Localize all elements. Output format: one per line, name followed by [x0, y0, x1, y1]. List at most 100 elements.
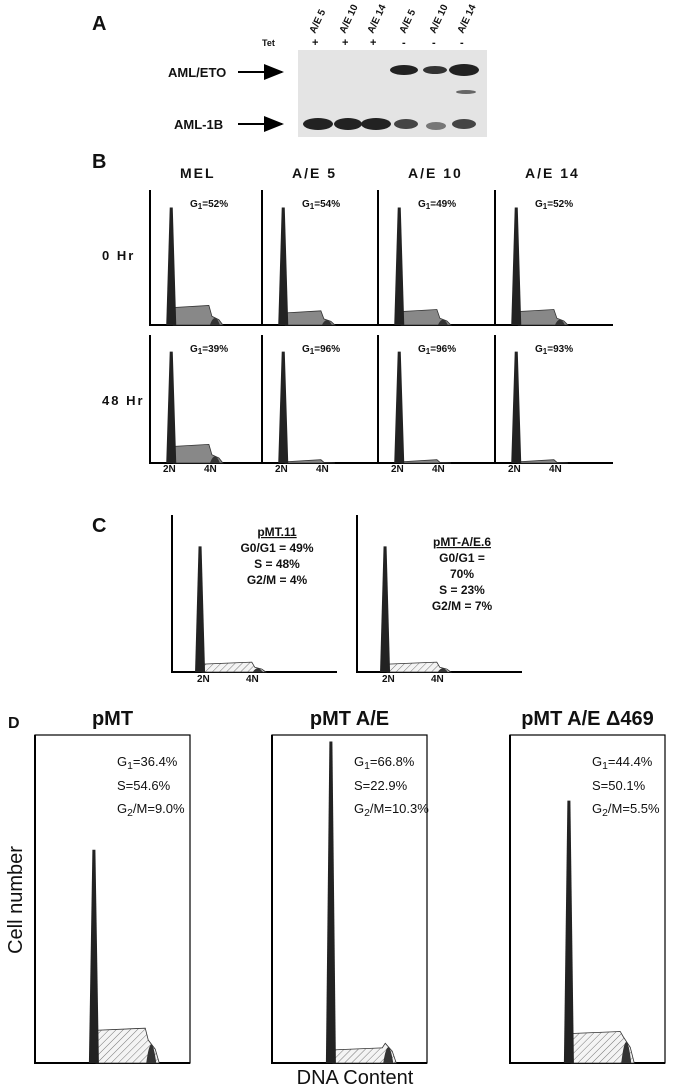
text-part: G [190, 199, 198, 210]
g1-label: G1=93% [535, 344, 573, 356]
text-part: /M=10.3% [370, 801, 429, 816]
x-marker: 4N [316, 464, 329, 475]
g2m-stat: G2/M=5.5% [592, 801, 660, 819]
plot-name: pMT-A/E.6 [433, 535, 491, 549]
g2-peak [437, 668, 448, 672]
text-part: G [302, 199, 310, 210]
stat-line: G2/M = 7% [432, 599, 493, 613]
x-marker: 2N [275, 464, 288, 475]
x-marker: 2N [163, 464, 176, 475]
text-part: /M=5.5% [608, 801, 660, 816]
subscript: 1 [310, 347, 315, 356]
axis [261, 190, 380, 326]
g1-stat: G1=66.8% [354, 754, 415, 772]
lane-label: A/E 14 [456, 3, 479, 36]
x-marker: 2N [391, 464, 404, 475]
plot-title: pMT A/E Δ469 [521, 708, 654, 730]
stat-line: S = 23% [439, 583, 485, 597]
g1-peak [278, 207, 289, 325]
s-stat: S=54.6% [117, 778, 171, 793]
stat-line: G0/G1 = 49% [240, 541, 313, 555]
text-part: G [190, 344, 198, 355]
text-part: G [535, 344, 543, 355]
g1-stat: G1=44.4% [592, 754, 653, 772]
subscript: 1 [426, 202, 431, 211]
g1-peak [563, 800, 574, 1063]
g1-peak [511, 207, 522, 325]
g1-peak [278, 351, 289, 463]
text-part: G [354, 754, 364, 769]
plot-title: pMT A/E [310, 708, 389, 730]
subscript: 2 [364, 808, 370, 819]
axis [261, 335, 380, 464]
axis [377, 335, 496, 464]
text-part: G [418, 199, 426, 210]
g2-peak [252, 668, 263, 672]
panel-label: D [8, 715, 20, 732]
text-part: =44.4% [608, 754, 653, 769]
column-title: MEL [180, 165, 216, 181]
axis-title: Cell number [5, 846, 27, 954]
x-marker: 4N [204, 464, 217, 475]
subscript: 2 [602, 808, 608, 819]
text-part: G [592, 754, 602, 769]
lane-label: A/E 10 [338, 3, 361, 36]
text-part: =39% [202, 344, 228, 355]
subscript: 1 [543, 202, 548, 211]
axis [149, 190, 268, 326]
text-part: G [592, 801, 602, 816]
column-title: A/E 10 [408, 165, 463, 181]
g1-peak [325, 741, 336, 1063]
g1-peak [88, 849, 99, 1063]
text-part: G [418, 344, 426, 355]
g1-stat: G1=36.4% [117, 754, 178, 772]
x-marker: 4N [432, 464, 445, 475]
g2-peak [621, 1042, 632, 1063]
lane-label: A/E 5 [308, 8, 329, 36]
g2-peak [209, 456, 220, 463]
axis [356, 515, 522, 673]
subscript: 1 [543, 347, 548, 356]
g1-label: G1=96% [302, 344, 340, 356]
s-stat: S=22.9% [354, 778, 408, 793]
lane-label: A/E 10 [428, 3, 451, 36]
g1-label: G1=49% [418, 199, 456, 211]
blot-bands [303, 64, 479, 130]
panel-label: A [92, 13, 106, 35]
x-marker: 4N [246, 674, 259, 685]
g1-label: G1=96% [418, 344, 456, 356]
g2-peak [209, 317, 220, 325]
stat-line: G0/G1 = [439, 551, 485, 565]
subscript: 1 [426, 347, 431, 356]
treatment-label: Tet [262, 38, 275, 48]
subscript: 1 [127, 761, 133, 772]
text-part: G [535, 199, 543, 210]
band-label: AML-1B [174, 117, 223, 132]
g2-peak [554, 319, 565, 325]
text-part: =66.8% [370, 754, 415, 769]
subscript: 1 [364, 761, 370, 772]
text-part: =93% [547, 344, 573, 355]
row-label: 0 Hr [102, 248, 135, 263]
text-part: =52% [202, 199, 228, 210]
panel-label: C [92, 515, 106, 537]
g1-peak [166, 207, 177, 325]
g1-label: G1=54% [302, 199, 340, 211]
subscript: 1 [198, 202, 203, 211]
g1-peak [166, 351, 177, 463]
treatment-sign: - [432, 37, 436, 49]
g1-peak [511, 351, 522, 463]
subscript: 1 [198, 347, 203, 356]
column-title: A/E 5 [292, 165, 337, 181]
treatment-sign: + [312, 37, 318, 49]
text-part: =49% [430, 199, 456, 210]
treatment-sign: - [402, 37, 406, 49]
g2-peak [321, 320, 332, 325]
row-label: 48 Hr [102, 393, 145, 408]
text-part: G [117, 801, 127, 816]
axis [171, 515, 337, 673]
column-title: A/E 14 [525, 165, 580, 181]
treatment-sign: - [460, 37, 464, 49]
g2-peak [554, 462, 565, 463]
